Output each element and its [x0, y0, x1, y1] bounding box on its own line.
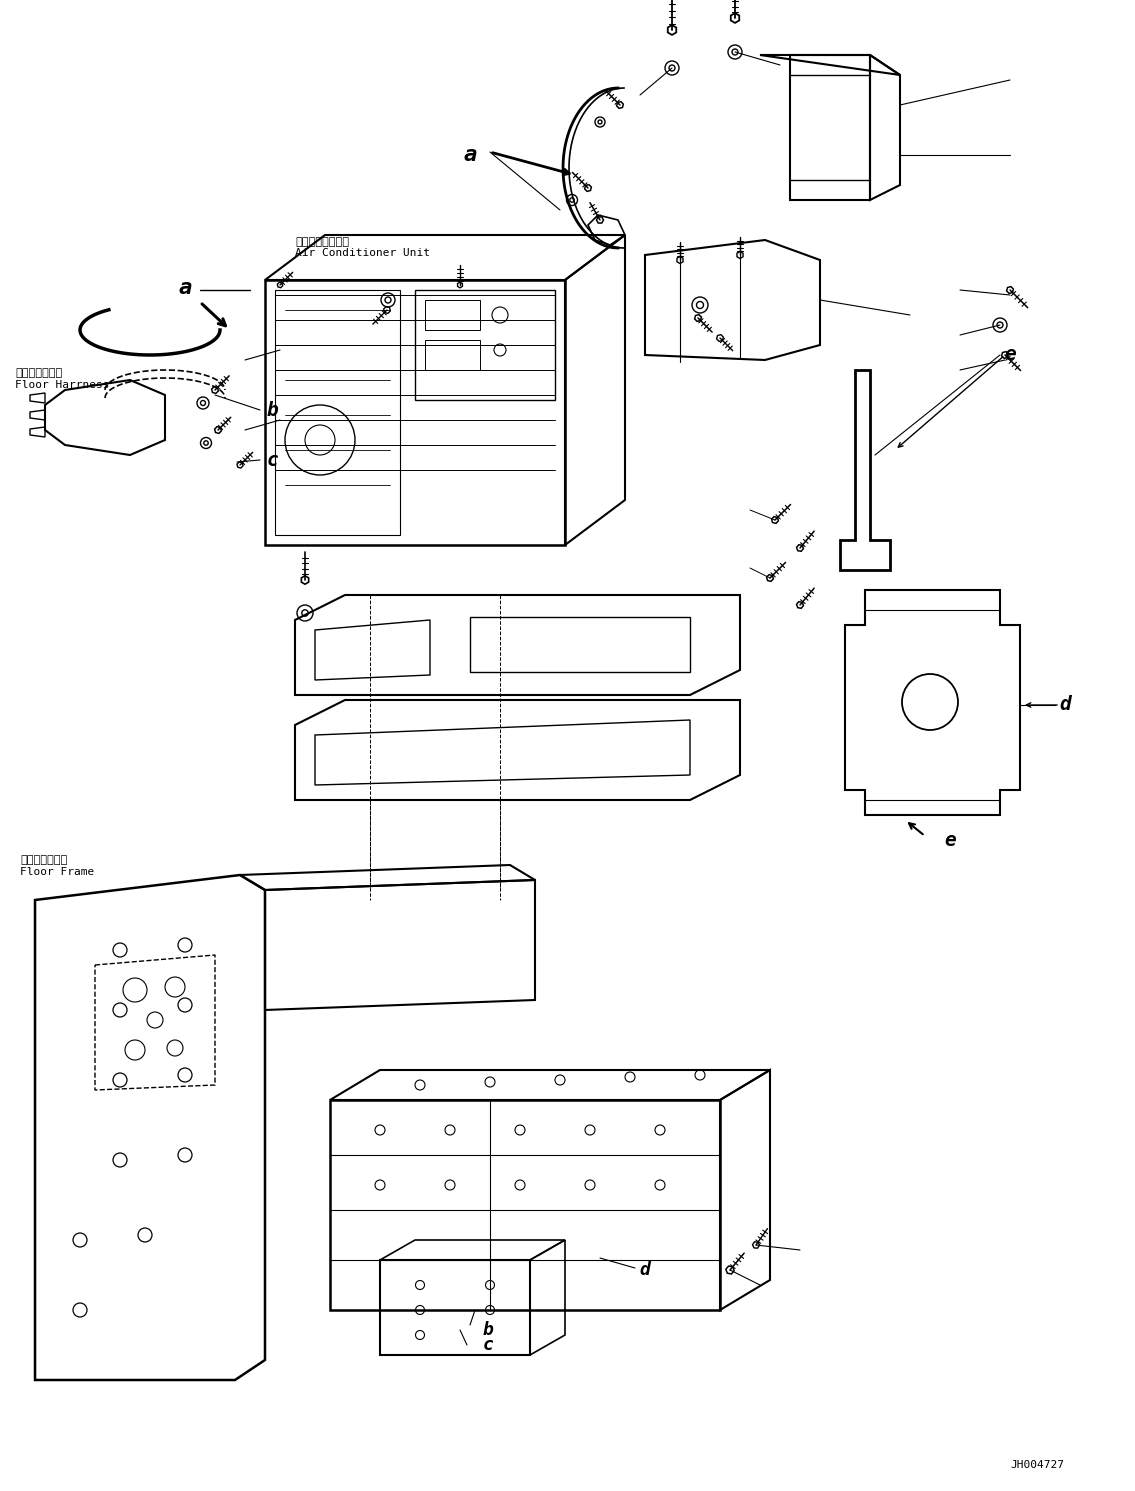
Text: a: a: [178, 277, 192, 298]
Text: c: c: [266, 450, 278, 470]
Text: フロアフレーム: フロアフレーム: [20, 854, 67, 865]
Text: Floor Harrness: Floor Harrness: [15, 380, 109, 391]
Text: e: e: [944, 830, 956, 850]
Text: d: d: [639, 1261, 650, 1279]
Text: c: c: [482, 1336, 494, 1354]
Text: e: e: [1004, 346, 1016, 364]
Text: エアコンユニット: エアコンユニット: [295, 237, 348, 248]
Text: Air Conditioner Unit: Air Conditioner Unit: [295, 248, 430, 258]
Text: a: a: [463, 145, 477, 166]
Text: d: d: [1059, 695, 1071, 714]
Text: フロアハーネス: フロアハーネス: [15, 368, 62, 379]
Text: Floor Frame: Floor Frame: [20, 866, 94, 877]
Text: b: b: [482, 1321, 494, 1339]
Text: b: b: [266, 401, 278, 419]
Text: JH004727: JH004727: [1010, 1460, 1063, 1470]
